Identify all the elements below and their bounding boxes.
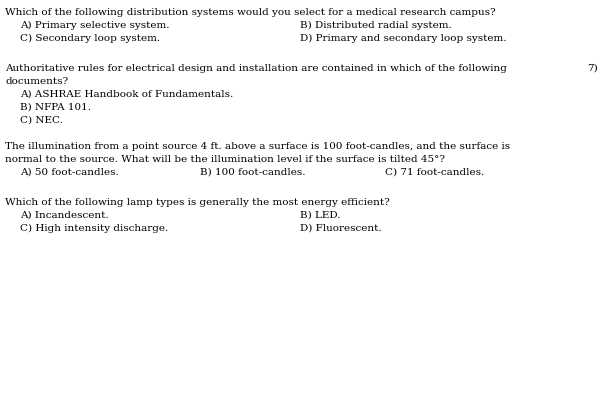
- Text: B) NFPA 101.: B) NFPA 101.: [20, 103, 91, 112]
- Text: 7): 7): [587, 64, 598, 73]
- Text: A) 50 foot-candles.: A) 50 foot-candles.: [20, 168, 119, 177]
- Text: C) NEC.: C) NEC.: [20, 116, 63, 125]
- Text: A) Incandescent.: A) Incandescent.: [20, 211, 109, 220]
- Text: Which of the following lamp types is generally the most energy efficient?: Which of the following lamp types is gen…: [5, 198, 390, 207]
- Text: B) LED.: B) LED.: [300, 211, 341, 220]
- Text: The illumination from a point source 4 ft. above a surface is 100 foot-candles, : The illumination from a point source 4 f…: [5, 142, 510, 151]
- Text: Authoritative rules for electrical design and installation are contained in whic: Authoritative rules for electrical desig…: [5, 64, 507, 73]
- Text: B) Distributed radial system.: B) Distributed radial system.: [300, 21, 452, 30]
- Text: A) Primary selective system.: A) Primary selective system.: [20, 21, 169, 30]
- Text: C) 71 foot-candles.: C) 71 foot-candles.: [385, 168, 484, 177]
- Text: B) 100 foot-candles.: B) 100 foot-candles.: [200, 168, 306, 177]
- Text: normal to the source. What will be the illumination level if the surface is tilt: normal to the source. What will be the i…: [5, 155, 445, 164]
- Text: Which of the following distribution systems would you select for a medical resea: Which of the following distribution syst…: [5, 8, 495, 17]
- Text: C) High intensity discharge.: C) High intensity discharge.: [20, 224, 168, 233]
- Text: D) Primary and secondary loop system.: D) Primary and secondary loop system.: [300, 34, 506, 43]
- Text: documents?: documents?: [5, 77, 68, 86]
- Text: C) Secondary loop system.: C) Secondary loop system.: [20, 34, 160, 43]
- Text: A) ASHRAE Handbook of Fundamentals.: A) ASHRAE Handbook of Fundamentals.: [20, 90, 234, 99]
- Text: D) Fluorescent.: D) Fluorescent.: [300, 224, 382, 233]
